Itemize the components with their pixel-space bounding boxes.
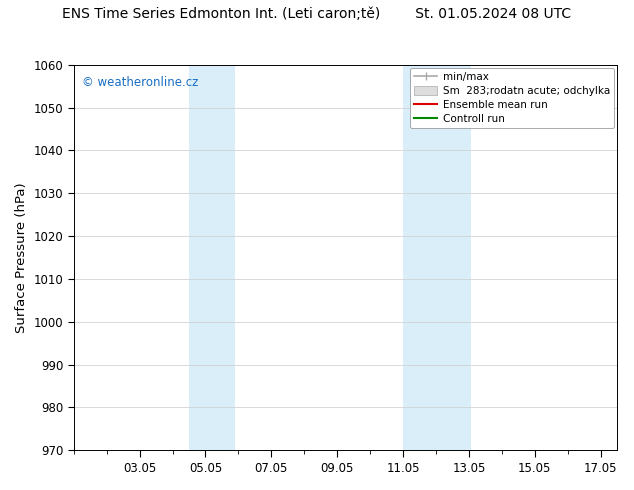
Text: © weatheronline.cz: © weatheronline.cz xyxy=(82,76,198,89)
Bar xyxy=(189,65,235,450)
Text: ENS Time Series Edmonton Int. (Leti caron;tě)        St. 01.05.2024 08 UTC: ENS Time Series Edmonton Int. (Leti caro… xyxy=(62,7,572,22)
Y-axis label: Surface Pressure (hPa): Surface Pressure (hPa) xyxy=(15,182,28,333)
Bar xyxy=(403,65,470,450)
Legend: min/max, Sm  283;rodatn acute; odchylka, Ensemble mean run, Controll run: min/max, Sm 283;rodatn acute; odchylka, … xyxy=(410,68,614,128)
